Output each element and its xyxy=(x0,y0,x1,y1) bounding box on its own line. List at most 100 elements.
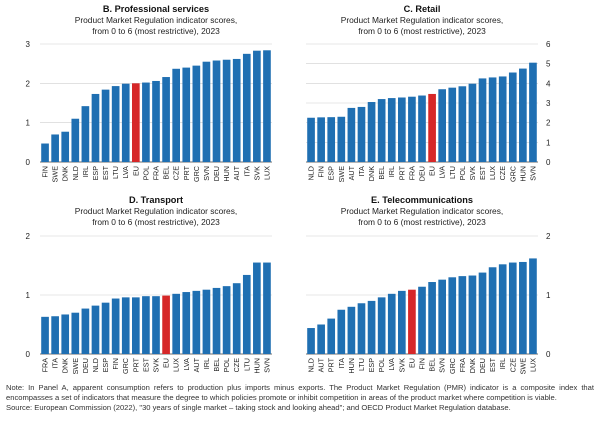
x-tick-label: EU xyxy=(428,166,437,176)
x-tick-label: LTU xyxy=(448,166,457,179)
bar-irl xyxy=(498,264,507,354)
bar-swe xyxy=(337,116,346,162)
y-tick-label: 1 xyxy=(26,119,31,128)
bar-fin xyxy=(41,143,49,162)
x-tick-label: POL xyxy=(458,166,467,180)
x-tick-label: EST xyxy=(101,165,110,180)
bar-lux xyxy=(263,50,271,162)
bar-dnk xyxy=(61,131,70,162)
bar-nld xyxy=(307,117,315,162)
bar-deu xyxy=(81,308,90,354)
panel-title: D. Transport xyxy=(129,195,183,205)
bar-ita xyxy=(337,309,346,354)
x-tick-label: DEU xyxy=(212,166,221,181)
x-tick-label: SVK xyxy=(252,166,261,181)
bar-swe xyxy=(519,261,527,354)
panel-subtitle-line-2: from 0 to 6 (most restrictive), 2023 xyxy=(92,26,220,36)
y-tick-label: 2 xyxy=(26,79,31,88)
x-tick-label: LVA xyxy=(121,166,130,179)
x-tick-label: LUX xyxy=(262,166,271,180)
x-tick-label: GRC xyxy=(508,166,517,182)
x-tick-label: ITA xyxy=(51,358,60,369)
x-tick-label: ESP xyxy=(91,166,100,181)
bar-bel xyxy=(377,99,386,162)
bar-svk xyxy=(397,290,406,354)
x-tick-label: POL xyxy=(377,358,386,372)
bar-esp xyxy=(367,300,376,354)
x-tick-label: HUN xyxy=(222,166,231,182)
bar-est xyxy=(101,89,110,162)
bar-lva xyxy=(438,89,447,162)
bar-svk xyxy=(253,50,261,162)
bar-hun xyxy=(253,262,261,354)
x-tick-label: LUX xyxy=(488,166,497,180)
x-tick-label: DNK xyxy=(61,166,70,181)
bar-bel xyxy=(212,287,221,354)
x-tick-label: AUT xyxy=(317,357,326,372)
x-tick-label: ESP xyxy=(367,358,376,373)
x-tick-label: ESP xyxy=(101,358,110,373)
bar-svn xyxy=(202,61,211,163)
x-tick-label: SVK xyxy=(468,166,477,181)
y-tick-label: 0 xyxy=(26,350,31,359)
source-text: Source: European Commission (2022), "30 … xyxy=(6,403,511,412)
y-tick-label: 3 xyxy=(26,40,31,49)
panel-subtitle-line-1: Product Market Regulation indicator scor… xyxy=(75,15,237,25)
x-tick-label: DNK xyxy=(61,358,70,373)
x-tick-label: FIN xyxy=(418,358,427,370)
bar-nld xyxy=(91,305,100,354)
x-tick-label: CZE xyxy=(172,166,181,181)
bar-pol xyxy=(142,82,150,162)
x-tick-label: EU xyxy=(407,358,416,368)
bar-svn xyxy=(438,279,447,354)
x-tick-label: HUN xyxy=(347,358,356,374)
bar-hun xyxy=(519,68,527,162)
bar-swe xyxy=(71,312,80,354)
bar-nld xyxy=(71,118,80,162)
bar-irl xyxy=(202,289,211,354)
panel-subtitle-line-2: from 0 to 6 (most restrictive), 2023 xyxy=(92,217,220,227)
bar-pol xyxy=(222,286,231,354)
x-tick-label: BEL xyxy=(212,358,221,372)
bar-deu xyxy=(418,95,426,162)
y-tick-label: 2 xyxy=(546,232,551,241)
bar-est xyxy=(488,267,497,354)
y-tick-label: 1 xyxy=(546,291,551,300)
x-tick-label: SVN xyxy=(528,166,537,181)
panel-title: B. Professional services xyxy=(103,4,209,14)
x-tick-label: EST xyxy=(141,357,150,372)
bar-fra xyxy=(458,276,467,354)
bar-ita xyxy=(51,316,59,354)
x-tick-label: PRT xyxy=(327,357,336,372)
y-tick-label: 5 xyxy=(546,60,551,69)
x-tick-label: HUN xyxy=(518,166,527,182)
bar-fin xyxy=(418,286,426,354)
x-tick-label: PRT xyxy=(131,357,140,372)
bar-fra xyxy=(41,316,49,354)
bar-cze xyxy=(232,283,241,354)
x-tick-label: CZE xyxy=(498,166,507,181)
y-tick-label: 6 xyxy=(546,40,551,49)
x-tick-label: DNK xyxy=(367,166,376,181)
bar-lux xyxy=(172,293,181,354)
bar-aut xyxy=(232,58,241,162)
bar-svn xyxy=(263,262,271,354)
x-tick-label: SVN xyxy=(438,358,447,373)
x-tick-label: HUN xyxy=(252,358,261,374)
y-tick-label: 2 xyxy=(546,119,551,128)
x-tick-label: BEL xyxy=(162,166,171,180)
y-tick-label: 1 xyxy=(26,291,31,300)
x-tick-label: FIN xyxy=(41,166,50,178)
bar-lva xyxy=(387,293,396,354)
x-tick-label: IRL xyxy=(81,166,90,177)
bar-esp xyxy=(327,117,336,162)
panel-title: E. Telecommunications xyxy=(371,195,473,205)
bar-svk xyxy=(468,83,477,162)
panel-title: C. Retail xyxy=(404,4,441,14)
x-tick-label: FRA xyxy=(458,358,467,373)
bar-eu xyxy=(131,83,140,162)
x-tick-label: LUX xyxy=(172,358,181,372)
bar-lux xyxy=(529,258,537,354)
